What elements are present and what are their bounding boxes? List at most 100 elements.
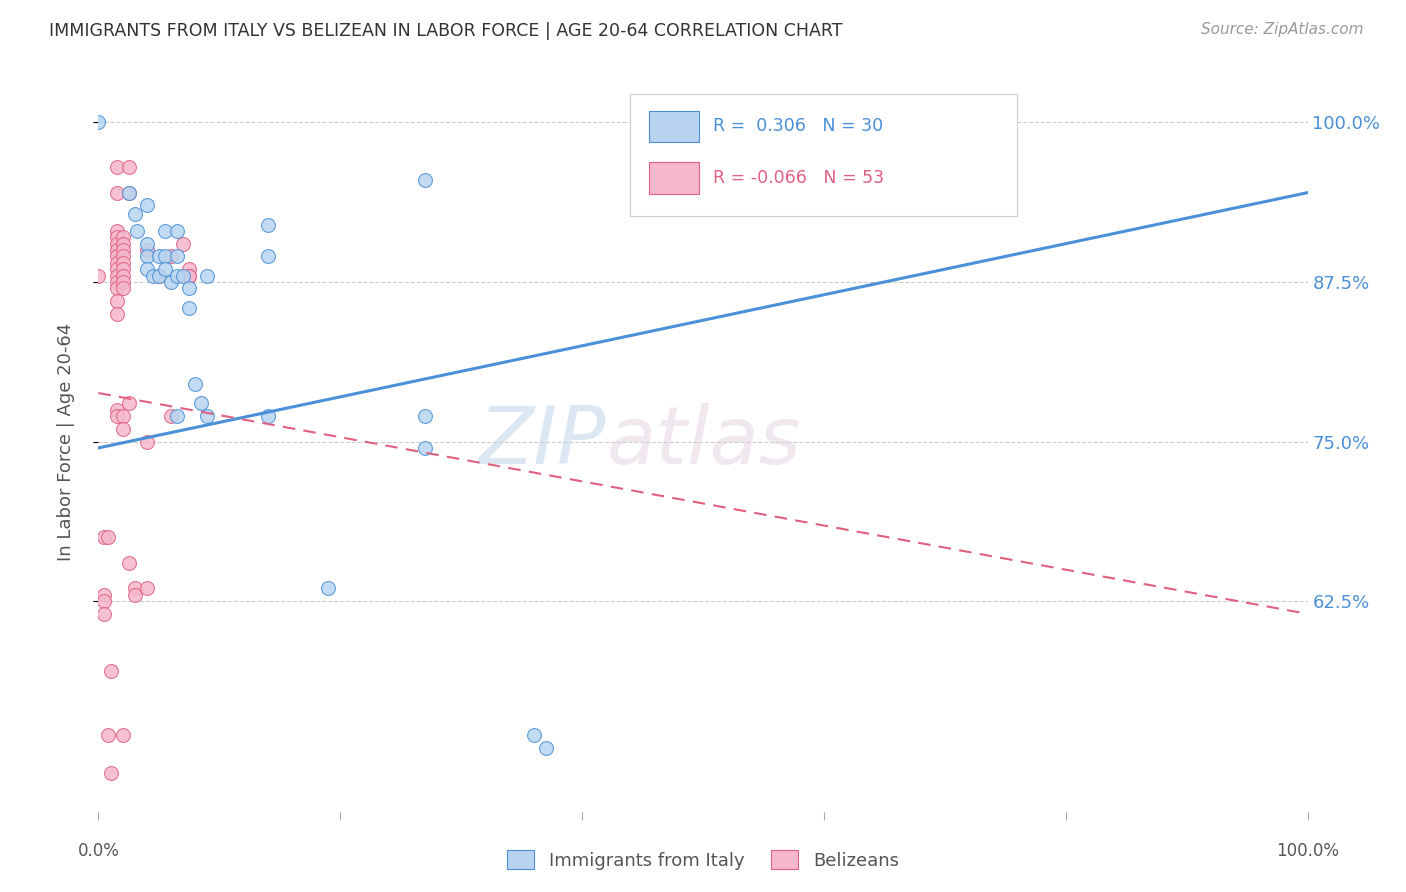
Point: [111, 250, 134, 264]
Point: [105, 275, 128, 289]
Point: [111, 262, 134, 277]
Text: 100.0%: 100.0%: [1277, 842, 1339, 860]
Point: [97, 530, 120, 544]
Point: [153, 262, 176, 277]
Point: [160, 250, 183, 264]
Point: [105, 281, 128, 295]
Text: Source: ZipAtlas.com: Source: ZipAtlas.com: [1201, 22, 1364, 37]
Point: [118, 556, 141, 570]
Text: R =  0.306   N = 30: R = 0.306 N = 30: [713, 117, 883, 136]
Point: [105, 186, 128, 200]
Point: [148, 268, 170, 283]
Point: [179, 301, 201, 315]
Point: [111, 256, 134, 270]
Point: [153, 250, 176, 264]
Point: [190, 396, 212, 410]
Point: [135, 262, 157, 277]
Point: [100, 665, 122, 679]
Point: [256, 250, 278, 264]
Point: [105, 230, 128, 244]
FancyBboxPatch shape: [648, 162, 699, 194]
Point: [111, 281, 134, 295]
Point: [135, 434, 157, 449]
Point: [111, 422, 134, 436]
Point: [184, 377, 207, 392]
Point: [172, 236, 194, 251]
Point: [105, 160, 128, 174]
Point: [316, 582, 339, 596]
Point: [111, 275, 134, 289]
Point: [135, 198, 157, 212]
Legend: Immigrants from Italy, Belizeans: Immigrants from Italy, Belizeans: [501, 843, 905, 877]
Text: ZIP: ZIP: [479, 402, 606, 481]
Point: [118, 186, 141, 200]
Point: [105, 224, 128, 238]
Point: [118, 186, 141, 200]
FancyBboxPatch shape: [648, 111, 699, 142]
Point: [111, 243, 134, 257]
Point: [105, 307, 128, 321]
Text: atlas: atlas: [606, 402, 801, 481]
Point: [256, 218, 278, 232]
Point: [105, 256, 128, 270]
Point: [413, 173, 436, 187]
Point: [135, 243, 157, 257]
Point: [105, 250, 128, 264]
Text: R = -0.066   N = 53: R = -0.066 N = 53: [713, 169, 884, 187]
Point: [118, 396, 141, 410]
Point: [179, 262, 201, 277]
Point: [111, 728, 134, 742]
Point: [179, 281, 201, 295]
Point: [135, 250, 157, 264]
Point: [148, 250, 170, 264]
Point: [105, 268, 128, 283]
Point: [124, 207, 146, 221]
Point: [195, 268, 218, 283]
Point: [87, 268, 110, 283]
Point: [111, 230, 134, 244]
Point: [97, 728, 120, 742]
Point: [93, 530, 115, 544]
Point: [93, 588, 115, 602]
FancyBboxPatch shape: [630, 94, 1018, 216]
Point: [111, 236, 134, 251]
Point: [166, 268, 188, 283]
Point: [179, 268, 201, 283]
Point: [195, 409, 218, 423]
Point: [256, 409, 278, 423]
Point: [118, 160, 141, 174]
Point: [105, 402, 128, 417]
Point: [160, 409, 183, 423]
Point: [100, 766, 122, 780]
Point: [166, 409, 188, 423]
Point: [413, 409, 436, 423]
Point: [87, 115, 110, 129]
Point: [166, 250, 188, 264]
Point: [135, 582, 157, 596]
Point: [148, 268, 170, 283]
Point: [413, 441, 436, 455]
Point: [135, 236, 157, 251]
Point: [127, 224, 149, 238]
Point: [124, 582, 146, 596]
Point: [105, 262, 128, 277]
Point: [523, 728, 546, 742]
Text: IMMIGRANTS FROM ITALY VS BELIZEAN IN LABOR FORCE | AGE 20-64 CORRELATION CHART: IMMIGRANTS FROM ITALY VS BELIZEAN IN LAB…: [49, 22, 842, 40]
Point: [153, 224, 176, 238]
Point: [172, 268, 194, 283]
Y-axis label: In Labor Force | Age 20-64: In Labor Force | Age 20-64: [56, 322, 75, 561]
Point: [179, 268, 201, 283]
Point: [111, 409, 134, 423]
Point: [105, 294, 128, 309]
Point: [111, 268, 134, 283]
Text: 0.0%: 0.0%: [77, 842, 120, 860]
Point: [105, 409, 128, 423]
Point: [105, 236, 128, 251]
Point: [93, 607, 115, 621]
Point: [124, 588, 146, 602]
Point: [93, 594, 115, 608]
Point: [160, 275, 183, 289]
Point: [105, 243, 128, 257]
Point: [534, 740, 557, 755]
Point: [142, 268, 165, 283]
